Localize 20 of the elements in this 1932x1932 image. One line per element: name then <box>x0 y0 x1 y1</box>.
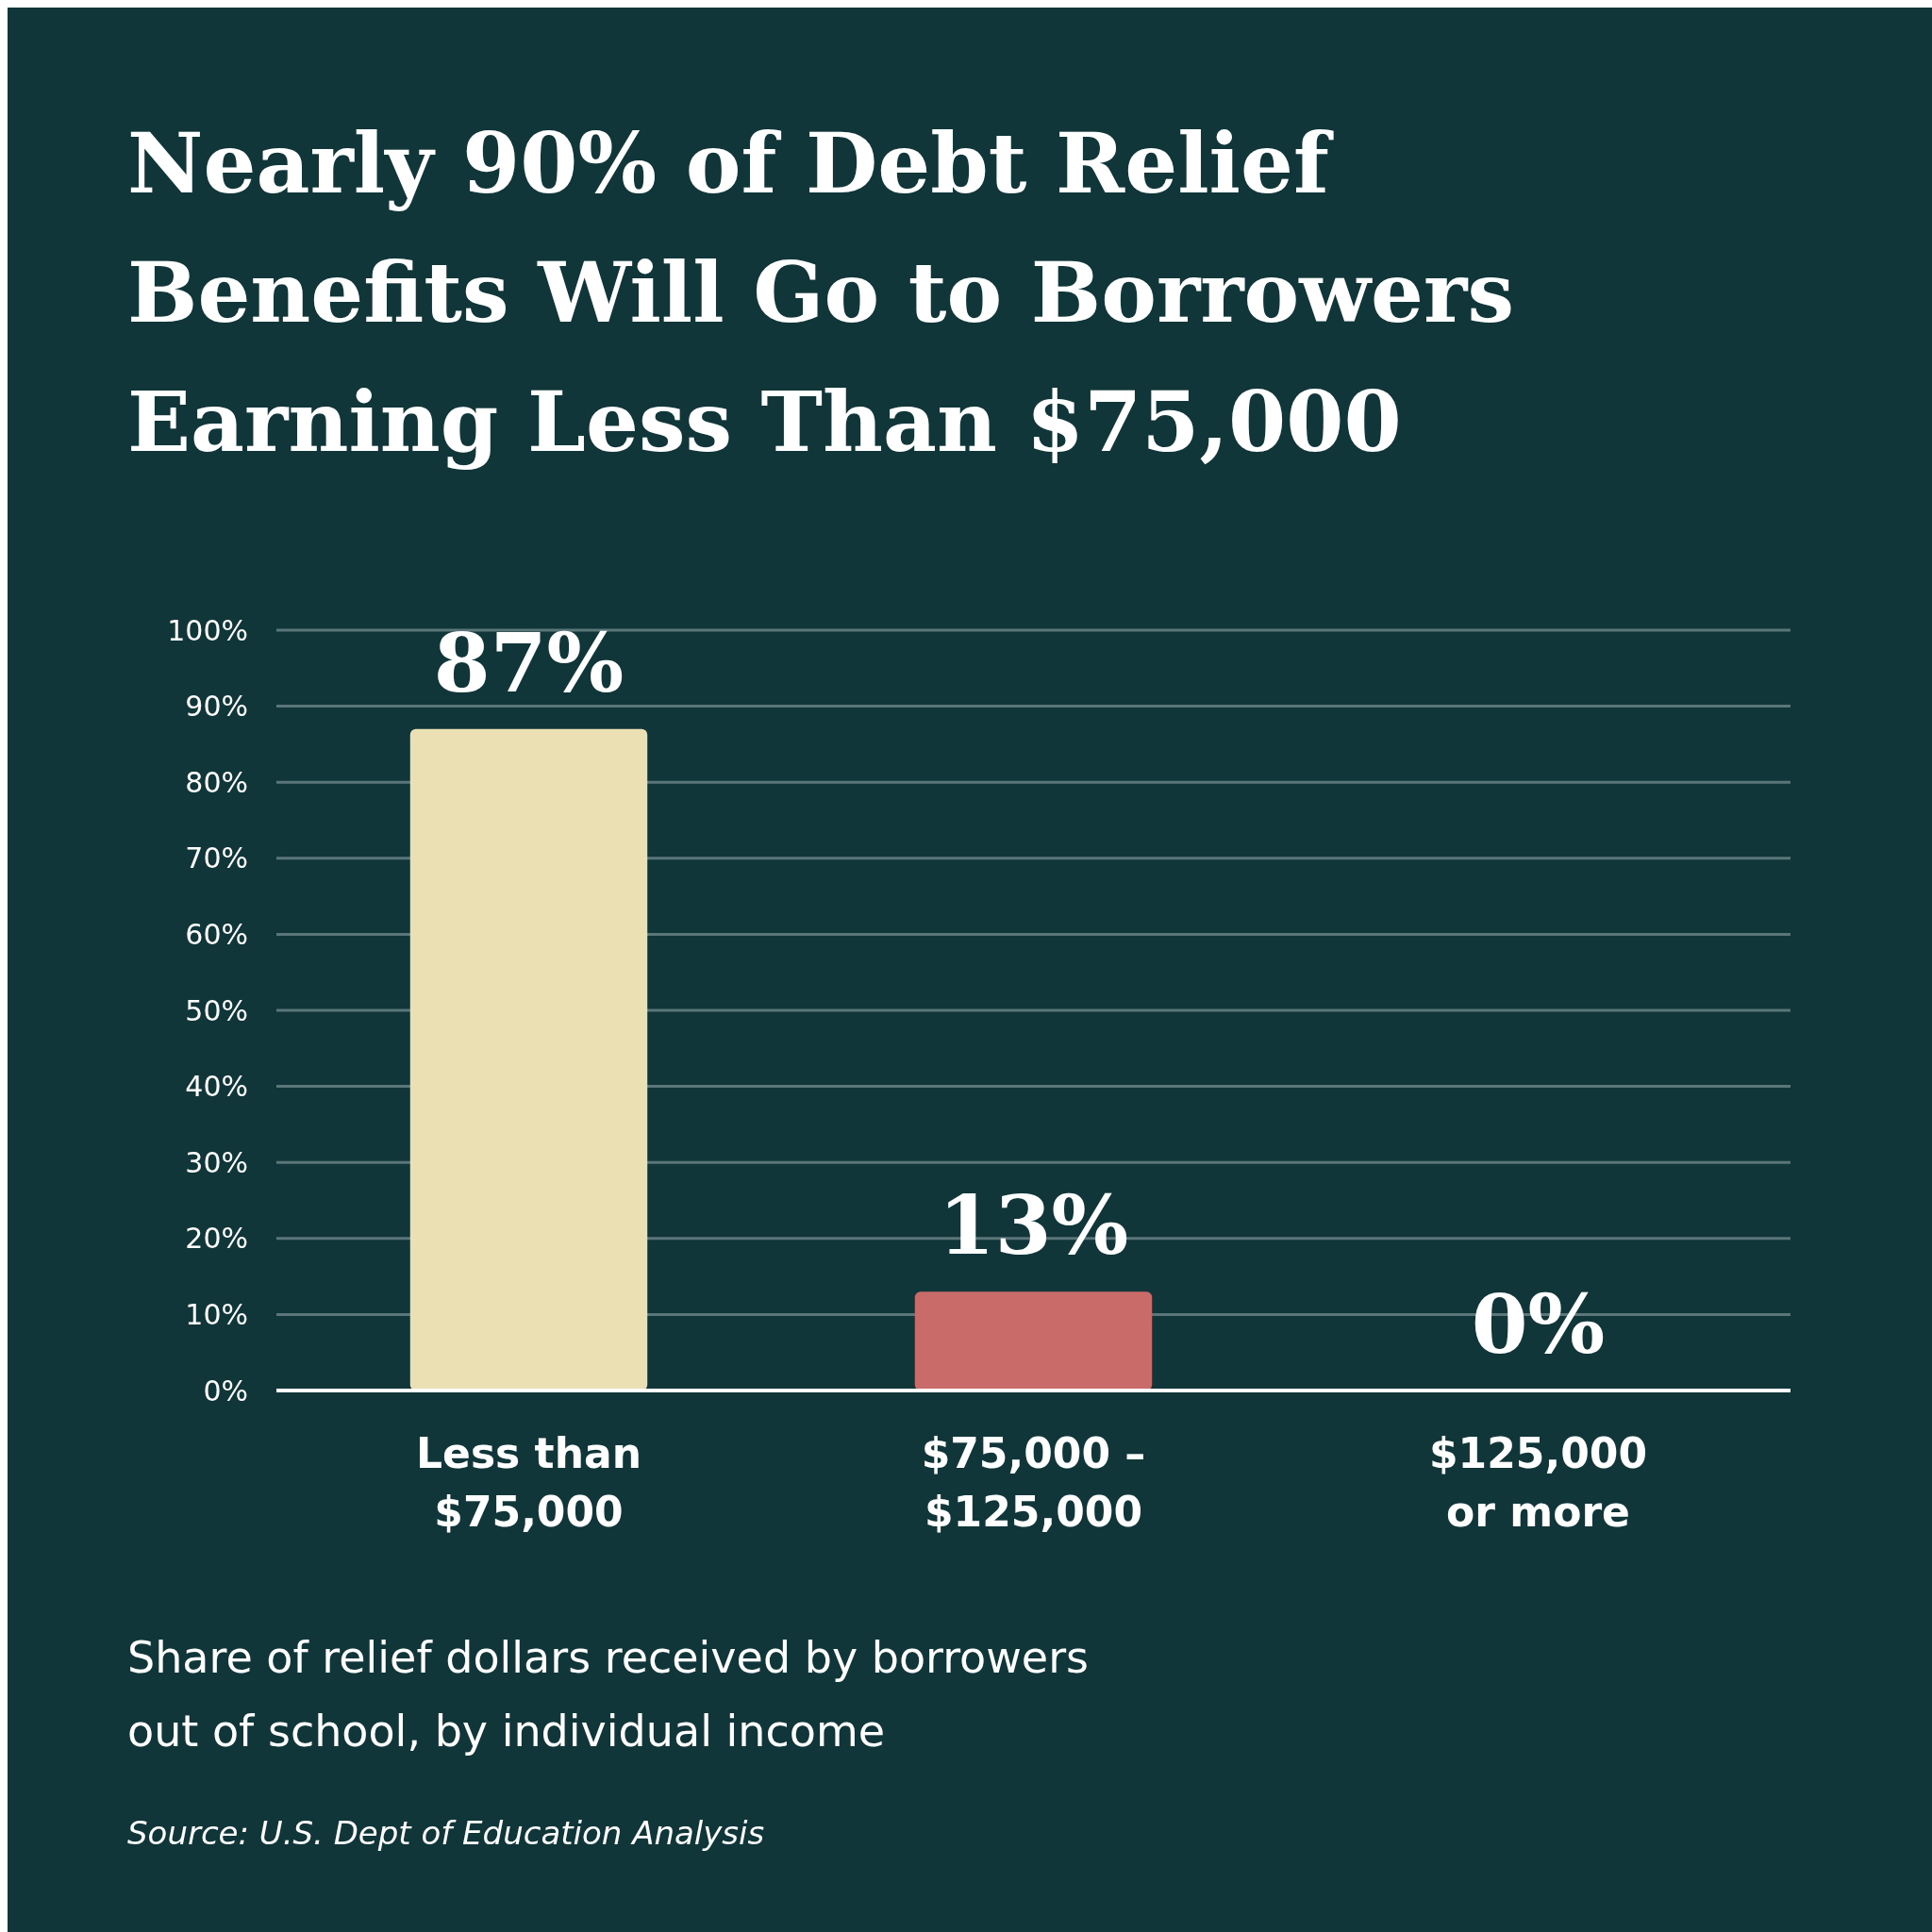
y-tick-label: 10% <box>185 1297 248 1331</box>
y-tick-label: 50% <box>185 993 248 1027</box>
y-tick-label: 30% <box>185 1145 248 1179</box>
y-tick-label: 90% <box>185 690 248 724</box>
x-tick-label: $125,000 or more <box>1428 1429 1648 1536</box>
y-tick-label: 70% <box>185 841 248 875</box>
data-label: 13% <box>938 1177 1129 1274</box>
y-tick-label: 20% <box>185 1222 248 1256</box>
chart-title: Nearly 90% of Debt Relief Benefits Will Go to Borrowers Earning Less Than $75,000 <box>127 114 1514 471</box>
data-label: 87% <box>433 614 625 710</box>
x-tick-label: $75,000 – $125,000 <box>921 1429 1146 1536</box>
data-label: 0% <box>1471 1276 1606 1372</box>
y-tick-label: 40% <box>185 1070 248 1104</box>
y-tick-label: 80% <box>185 765 248 799</box>
x-tick-label: Less than $75,000 <box>416 1429 641 1536</box>
text: Share of relief dollars received by borrowers out of school, by individual income <box>127 1632 1090 1757</box>
source-note: Source: U.S. Dept of Education Analysis <box>127 1814 765 1852</box>
y-tick-label: 60% <box>185 917 248 951</box>
y-tick-label: 100% <box>167 613 248 647</box>
y-tick-label: 0% <box>203 1374 248 1407</box>
